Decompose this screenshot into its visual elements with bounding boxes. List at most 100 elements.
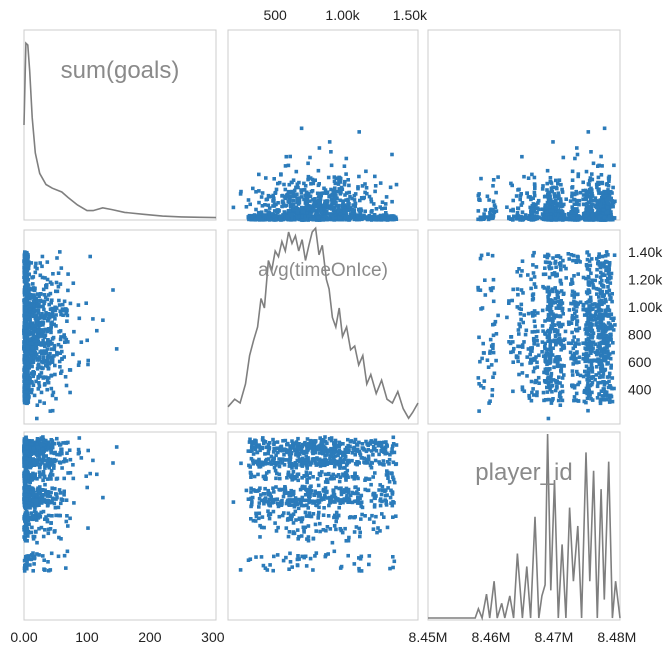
point	[31, 537, 36, 541]
cell-sumgoals-vs-player_id	[427, 29, 621, 222]
point	[311, 215, 315, 219]
point	[360, 184, 365, 188]
point	[529, 277, 533, 282]
point	[607, 371, 612, 376]
point	[46, 338, 50, 342]
point	[607, 312, 612, 317]
point	[548, 356, 553, 360]
point	[325, 199, 330, 204]
point	[532, 250, 536, 255]
point	[331, 188, 335, 193]
point	[44, 310, 48, 315]
point	[606, 394, 610, 398]
point	[520, 259, 525, 263]
point	[343, 193, 347, 197]
point	[556, 182, 560, 186]
cell-frame	[23, 431, 217, 621]
point	[519, 302, 524, 307]
point	[280, 204, 284, 209]
point	[589, 375, 594, 379]
point	[543, 331, 547, 335]
point	[41, 304, 45, 309]
point	[24, 252, 28, 256]
point	[557, 306, 562, 310]
point	[546, 375, 550, 379]
point	[545, 352, 549, 357]
point	[25, 258, 30, 263]
point	[319, 207, 323, 212]
point	[545, 347, 549, 352]
point	[515, 270, 519, 274]
point	[587, 178, 592, 183]
point	[572, 358, 577, 362]
point	[45, 494, 50, 498]
point	[566, 217, 571, 221]
point	[59, 266, 64, 270]
point	[56, 505, 61, 510]
point	[515, 287, 520, 291]
point	[32, 372, 36, 376]
cell-avgtimeOnIce-vs-player_id	[427, 229, 621, 425]
point	[479, 216, 484, 221]
point	[578, 216, 583, 221]
point	[24, 351, 28, 356]
point	[291, 208, 296, 212]
point	[555, 363, 560, 367]
point	[317, 218, 322, 222]
point	[592, 314, 597, 318]
point	[316, 195, 321, 199]
point	[559, 289, 564, 293]
point	[549, 212, 553, 216]
point	[572, 197, 576, 202]
point	[610, 216, 615, 220]
point	[589, 189, 593, 193]
point	[553, 388, 558, 393]
point	[264, 208, 268, 213]
point	[36, 363, 40, 368]
point	[476, 288, 481, 292]
point	[608, 297, 612, 301]
point	[43, 276, 47, 280]
point	[22, 342, 27, 346]
point	[271, 193, 275, 198]
point	[586, 190, 590, 194]
point	[551, 318, 555, 322]
point	[533, 313, 537, 317]
point	[511, 389, 515, 394]
point	[47, 465, 51, 470]
point	[348, 216, 353, 221]
point	[24, 299, 28, 303]
point	[309, 212, 313, 217]
point	[575, 322, 579, 327]
point	[554, 339, 558, 343]
point	[587, 259, 592, 263]
point	[516, 355, 520, 359]
point	[272, 209, 277, 213]
point	[491, 199, 496, 204]
point	[52, 501, 57, 506]
point	[91, 317, 95, 321]
point	[347, 205, 351, 209]
point	[304, 206, 308, 210]
point	[595, 211, 600, 215]
point	[527, 396, 532, 400]
point	[53, 372, 57, 377]
point	[553, 212, 558, 216]
point	[521, 291, 525, 295]
point	[358, 198, 362, 203]
point	[553, 217, 558, 222]
point	[357, 209, 362, 213]
point	[557, 262, 562, 266]
point	[609, 363, 613, 368]
point	[46, 513, 51, 518]
point	[523, 213, 528, 217]
point	[601, 368, 606, 373]
point	[491, 214, 495, 219]
point	[570, 369, 575, 373]
point	[520, 343, 525, 347]
point	[574, 391, 579, 396]
point	[587, 378, 591, 382]
point	[373, 174, 377, 179]
point	[44, 283, 49, 287]
point	[59, 369, 64, 373]
